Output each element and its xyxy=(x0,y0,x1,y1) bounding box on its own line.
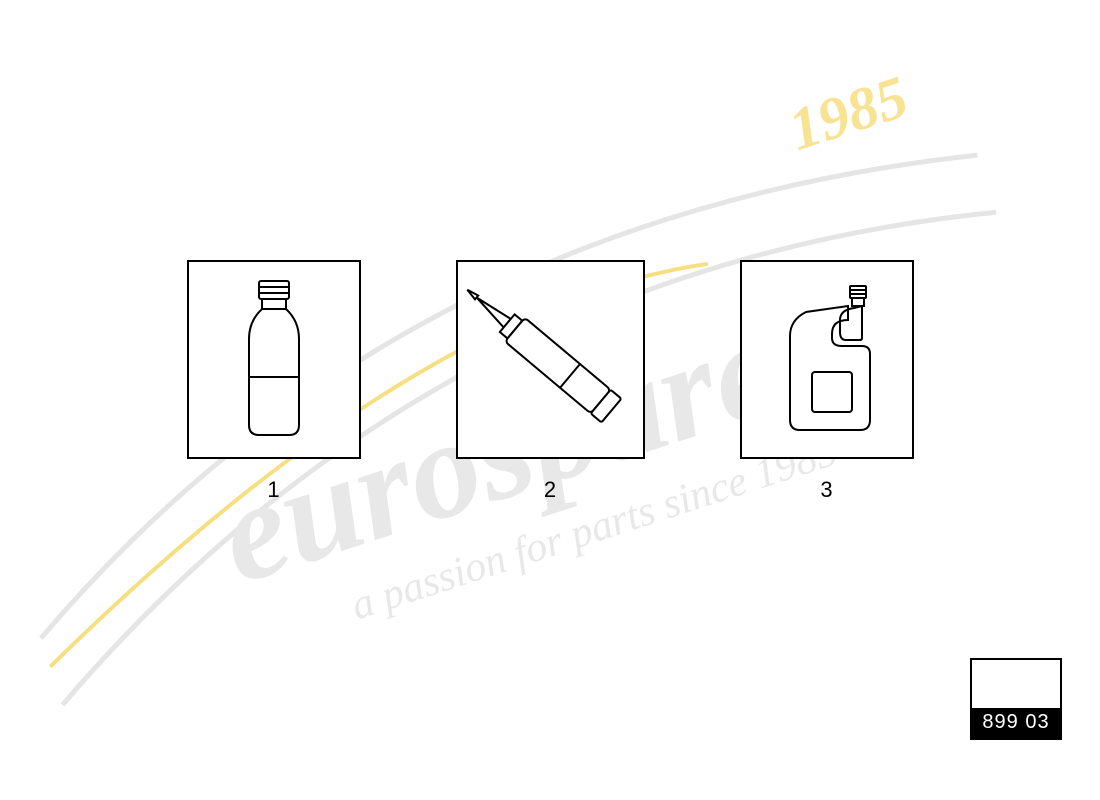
diagram-area: eurospares a passion for parts since 198… xyxy=(0,0,1100,800)
code-box-text: 899 03 xyxy=(972,708,1060,738)
item-3: 3 xyxy=(740,260,914,503)
item-label-3: 3 xyxy=(820,477,832,503)
item-box-2 xyxy=(456,260,645,459)
item-box-3 xyxy=(740,260,914,459)
item-label-2: 2 xyxy=(544,477,556,503)
item-1: 1 xyxy=(187,260,361,503)
watermark-year: 1985 xyxy=(781,63,916,163)
bottle-icon xyxy=(229,275,319,445)
code-box: 899 03 xyxy=(970,658,1062,740)
caulk-icon xyxy=(463,267,638,452)
item-box-1 xyxy=(187,260,361,459)
items-row: 1 xyxy=(0,260,1100,503)
item-2: 2 xyxy=(456,260,645,503)
oilcan-icon xyxy=(762,280,892,440)
item-label-1: 1 xyxy=(267,477,279,503)
